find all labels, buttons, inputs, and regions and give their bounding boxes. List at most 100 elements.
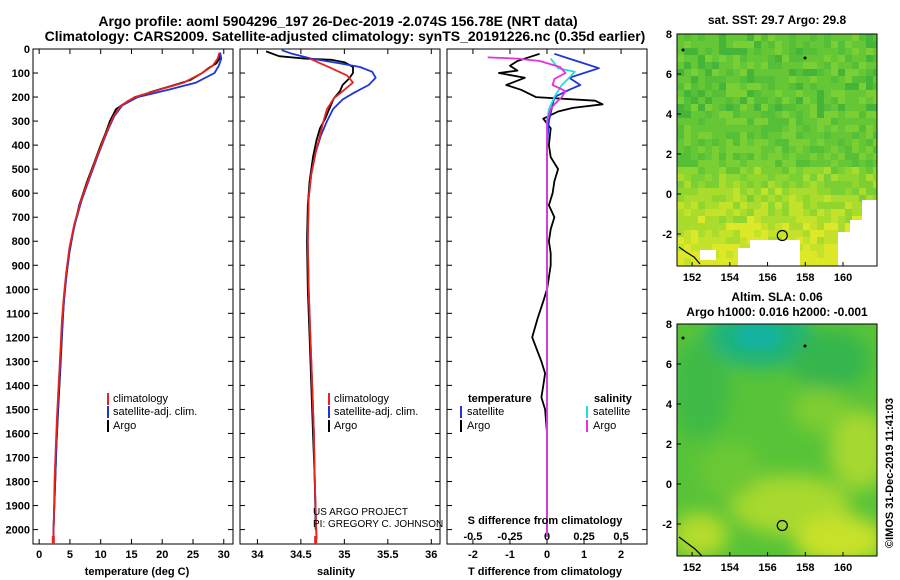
sst-cell	[789, 139, 796, 146]
sst-cell	[747, 41, 754, 48]
depth-tick-label: 100	[12, 68, 30, 80]
sst-cell	[873, 48, 877, 55]
sst-cell	[810, 230, 817, 237]
sst-cell	[824, 237, 831, 244]
sst-cell	[747, 216, 754, 223]
sst-cell	[817, 111, 824, 118]
sst-cell	[866, 195, 873, 202]
sst-cell	[824, 258, 831, 265]
sst-cell	[719, 97, 726, 104]
sst-cell	[761, 62, 768, 69]
sst-cell	[796, 55, 803, 62]
sst-cell	[698, 132, 705, 139]
sst-cell	[810, 167, 817, 174]
sst-cell	[796, 195, 803, 202]
sst-cell	[684, 258, 691, 265]
sst-cell	[684, 209, 691, 216]
sst-cell	[726, 76, 733, 83]
sst-cell	[866, 97, 873, 104]
sst-cell	[838, 209, 845, 216]
sst-cell	[852, 55, 859, 62]
sst-cell	[796, 125, 803, 132]
sst-cell	[712, 216, 719, 223]
sla-low-anomaly	[736, 324, 780, 349]
sst-cell	[705, 104, 712, 111]
sst-cell	[838, 55, 845, 62]
sst-cell	[789, 223, 796, 230]
sst-cell	[754, 76, 761, 83]
sst-cell	[726, 48, 733, 55]
sst-cell	[747, 111, 754, 118]
t-difference-tick-label: 1	[581, 549, 587, 561]
sst-cell	[845, 181, 852, 188]
sst-cell	[705, 230, 712, 237]
legend-label-climatology: climatology	[113, 393, 169, 405]
sst-cell	[684, 104, 691, 111]
sst-cell	[817, 83, 824, 90]
sst-cell	[768, 34, 775, 41]
sst-cell	[838, 34, 845, 41]
sst-cell	[859, 132, 866, 139]
sst-cell	[845, 209, 852, 216]
sst-cell	[719, 223, 726, 230]
t-difference-xlabel: T difference from climatology	[468, 566, 623, 578]
sst-cell	[796, 41, 803, 48]
temperature-panel: 0100200300400500600700800900100011001200…	[6, 44, 234, 578]
sst-cell	[866, 181, 873, 188]
sst-cell	[859, 160, 866, 167]
sst-cell	[810, 76, 817, 83]
sst-cell	[789, 209, 796, 216]
sst-cell	[726, 251, 733, 258]
sst-cell	[761, 223, 768, 230]
sst-cell	[747, 55, 754, 62]
sst-cell	[873, 118, 877, 125]
sst-cell	[740, 125, 747, 132]
sst-cell	[712, 83, 719, 90]
sst-cell	[817, 118, 824, 125]
sst-cell	[733, 118, 740, 125]
sst-cell	[803, 216, 810, 223]
sst-cell	[838, 188, 845, 195]
sst-cell	[810, 104, 817, 111]
sst-cell	[845, 76, 852, 83]
sst-cell	[691, 83, 698, 90]
sst-cell	[789, 181, 796, 188]
longitude-tick-label: 160	[834, 562, 852, 574]
sst-cell	[831, 34, 838, 41]
sst-cell	[866, 118, 873, 125]
sst-cell	[705, 48, 712, 55]
sst-cell	[859, 111, 866, 118]
sst-cell	[831, 188, 838, 195]
latitude-tick-label: -2	[662, 229, 672, 241]
longitude-tick-label: 154	[721, 272, 740, 284]
sst-cell	[747, 188, 754, 195]
sst-cell	[712, 146, 719, 153]
sst-cell	[810, 237, 817, 244]
sst-cell	[677, 216, 684, 223]
sst-cell	[803, 153, 810, 160]
sst-cell	[810, 111, 817, 118]
sst-cell	[796, 167, 803, 174]
sst-cell	[677, 55, 684, 62]
sst-cell	[691, 160, 698, 167]
sst-cell	[719, 34, 726, 41]
sst-cell	[803, 209, 810, 216]
sst-cell	[754, 160, 761, 167]
sst-cell	[698, 76, 705, 83]
sst-cell	[719, 104, 726, 111]
sst-cell	[782, 132, 789, 139]
temperature-xlabel: temperature (deg C)	[85, 566, 190, 578]
sst-cell	[852, 181, 859, 188]
sst-cell	[698, 69, 705, 76]
longitude-tick-label: 160	[834, 272, 852, 284]
sst-cell	[859, 188, 866, 195]
sst-cell	[684, 97, 691, 104]
sst-cell	[747, 146, 754, 153]
sst-cell	[817, 76, 824, 83]
sst-cell	[761, 48, 768, 55]
sst-cell	[810, 69, 817, 76]
sst-cell	[684, 223, 691, 230]
sst-cell	[684, 251, 691, 258]
sst-cell	[691, 216, 698, 223]
sst-cell	[810, 55, 817, 62]
